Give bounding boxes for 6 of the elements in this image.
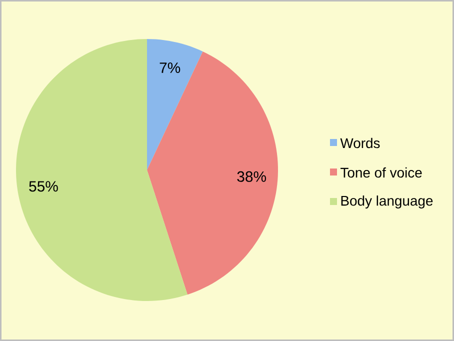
legend-label: Words <box>340 138 380 148</box>
data-label: 7% <box>160 62 180 73</box>
legend-label: Body language <box>341 195 433 208</box>
data-label: 38% <box>237 171 266 182</box>
legend-label: Tone of voice <box>340 167 422 178</box>
data-label: 55% <box>29 181 58 192</box>
